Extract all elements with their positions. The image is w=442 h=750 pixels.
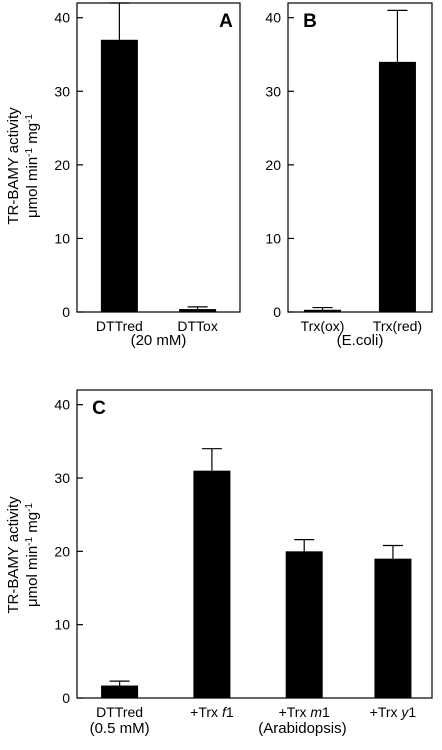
panel-a: A 0 10 20 30 40 DTTred DTTox(20 mM)	[54, 2, 241, 349]
y-tick-label: 0	[62, 304, 70, 320]
x-tick-label: DTTred	[96, 318, 143, 334]
x-tick-label: +Trx y1	[370, 704, 417, 720]
y-tick-label: 40	[54, 397, 70, 413]
bar	[378, 61, 416, 312]
y-axis-label-line2: μmol min-1 mg-1	[24, 114, 42, 218]
y-tick-label: 0	[273, 304, 281, 320]
x-tick-label: +Trx m1	[279, 704, 330, 720]
bar	[285, 551, 323, 698]
x-tick-label: DTTred	[96, 704, 143, 720]
y-tick-label: 40	[265, 10, 281, 26]
panel-letter: B	[303, 11, 317, 32]
panel-b: B 0 10 20 30 40 Trx(ox) Trx(red)(E.coli)	[265, 2, 433, 349]
bar	[193, 470, 231, 698]
panel-letter: C	[92, 398, 106, 419]
plot-frame	[76, 2, 241, 313]
y-tick-label: 40	[54, 10, 70, 26]
x-tick-label: Trx(red)	[373, 318, 422, 334]
y-tick-label: 0	[62, 690, 70, 706]
panel-letter: A	[219, 11, 233, 32]
bar	[304, 309, 342, 312]
y-axis-label-line1: TR-BAMY activity	[5, 107, 22, 225]
bar	[179, 309, 217, 312]
y-tick-label: 10	[54, 230, 70, 246]
bar	[100, 39, 138, 313]
y-tick-label: 20	[54, 543, 70, 559]
group-label: (0.5 mM)	[90, 720, 150, 737]
y-axis-label-top: TR-BAMY activity μmol min-1 mg-1	[5, 107, 41, 225]
x-tick-label: +Trx f1	[190, 704, 234, 720]
y-tick-label: 20	[265, 157, 281, 173]
y-axis-label-bottom: TR-BAMY activity μmol min-1 mg-1	[5, 496, 41, 614]
group-label: (Arabidopsis)	[258, 720, 346, 737]
y-tick-label: 10	[265, 230, 281, 246]
group-label: (E.coli)	[337, 332, 384, 349]
y-tick-label: 20	[54, 157, 70, 173]
plot-frame	[287, 2, 433, 313]
panel-c: C 0 10 20 30 40 DTTred +Trx f1 +Trx m1 +Trx y1 (0.…	[54, 389, 433, 737]
x-tick-label: DTTox	[177, 318, 217, 334]
y-axis-label-line2: μmol min-1 mg-1	[24, 503, 42, 607]
bar	[374, 558, 412, 698]
y-tick-label: 30	[54, 470, 70, 486]
y-axis-label-line1: TR-BAMY activity	[5, 496, 22, 614]
bar	[101, 685, 139, 698]
x-tick-label: Trx(ox)	[301, 318, 345, 334]
y-tick-label: 30	[54, 83, 70, 99]
y-tick-label: 30	[265, 83, 281, 99]
y-tick-label: 10	[54, 617, 70, 633]
group-label: (20 mM)	[131, 332, 187, 349]
plot-frame	[76, 389, 433, 699]
